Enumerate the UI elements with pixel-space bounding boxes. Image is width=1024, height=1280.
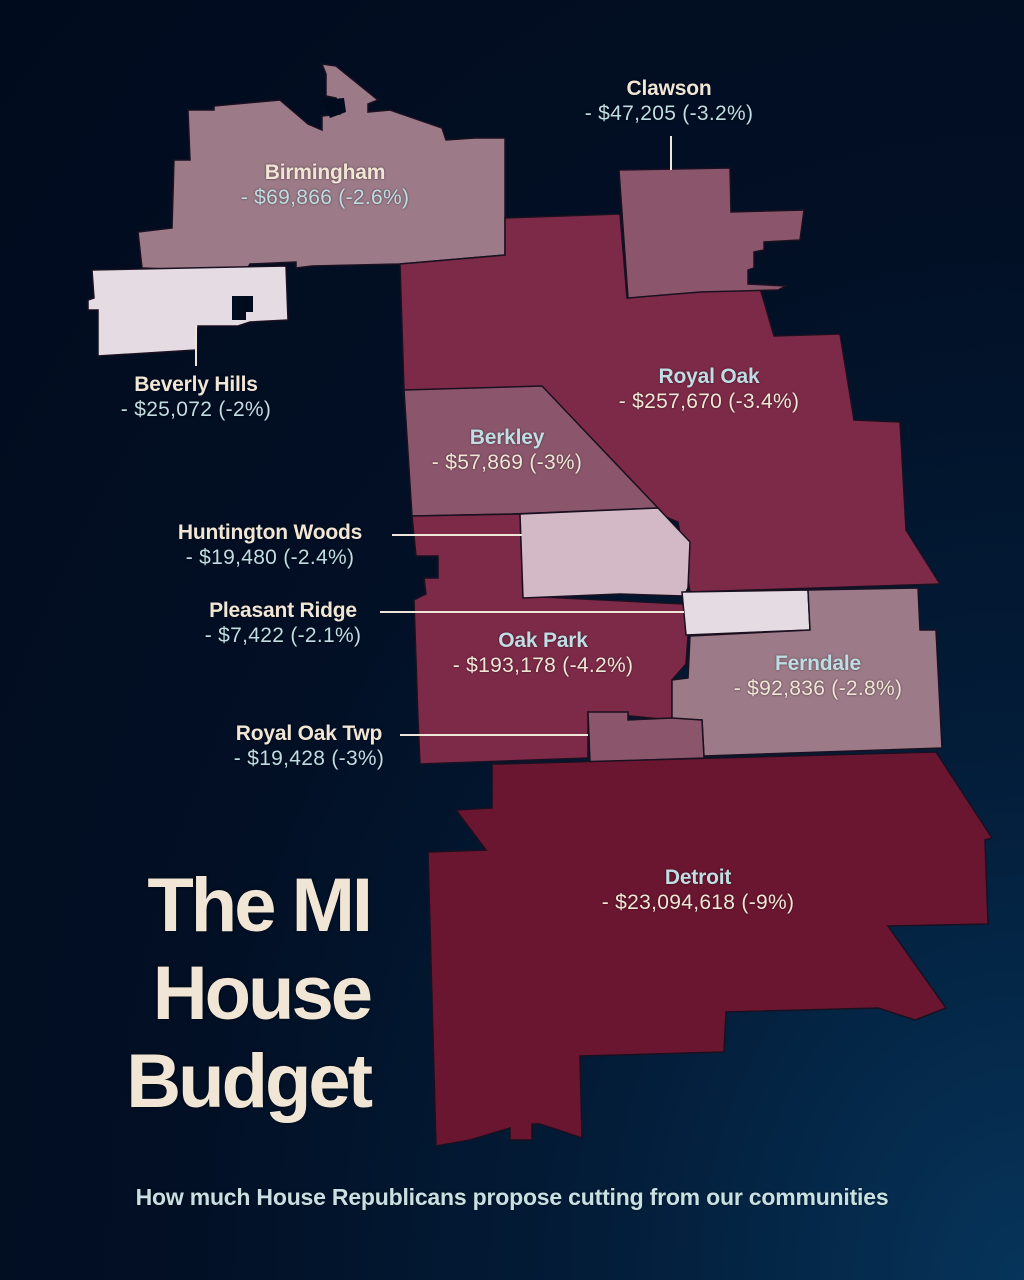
region-cut: - $257,670 (-3.4%) — [618, 390, 800, 414]
label-ferndale: Ferndale - $92,836 (-2.8%) — [734, 651, 903, 701]
label-pleasant-ridge: Pleasant Ridge - $7,422 (-2.1%) — [205, 598, 362, 648]
region-beverly-hills[interactable] — [87, 265, 289, 357]
region-name: Berkley — [469, 426, 545, 449]
beverly-hills-cutout — [232, 296, 253, 320]
region-name: Royal Oak Twp — [235, 722, 383, 745]
region-name: Clawson — [626, 77, 712, 100]
region-name: Royal Oak — [658, 365, 760, 388]
label-oak-park: Oak Park - $193,178 (-4.2%) — [453, 628, 634, 678]
region-name: Pleasant Ridge — [209, 599, 357, 622]
title-line-2: House — [152, 951, 373, 1036]
region-name: Beverly Hills — [134, 373, 258, 396]
label-detroit: Detroit - $23,094,618 (-9%) — [602, 865, 794, 915]
region-pleasant-ridge[interactable] — [681, 589, 811, 636]
region-name: Ferndale — [775, 652, 861, 675]
region-huntington-woods[interactable] — [519, 507, 691, 599]
region-detroit[interactable] — [427, 751, 994, 1147]
page-title: The MI House Budget — [80, 862, 373, 1126]
subtitle: How much House Republicans propose cutti… — [135, 1184, 889, 1210]
region-cut: - $23,094,618 (-9%) — [601, 891, 795, 915]
region-cut: - $69,866 (-2.6%) — [240, 186, 410, 210]
region-cut: - $57,869 (-3%) — [431, 451, 583, 475]
region-cut: - $7,422 (-2.1%) — [204, 624, 362, 648]
region-cut: - $25,072 (-2%) — [120, 398, 272, 422]
region-name: Birmingham — [264, 161, 386, 184]
label-clawson: Clawson - $47,205 (-3.2%) — [585, 76, 754, 126]
region-cut: - $193,178 (-4.2%) — [452, 654, 634, 678]
label-royal-oak: Royal Oak - $257,670 (-3.4%) — [619, 364, 800, 414]
region-clawson[interactable] — [618, 167, 805, 299]
label-berkley: Berkley - $57,869 (-3%) — [432, 425, 582, 475]
region-cut: - $92,836 (-2.8%) — [733, 677, 903, 701]
birmingham-cutout — [322, 98, 346, 118]
title-line-1: The MI — [147, 863, 373, 948]
region-name: Detroit — [664, 866, 732, 889]
region-name: Oak Park — [498, 629, 588, 652]
label-royal-oak-twp: Royal Oak Twp - $19,428 (-3%) — [234, 721, 384, 771]
region-cut: - $47,205 (-3.2%) — [584, 102, 754, 126]
region-royal-oak-twp[interactable] — [587, 711, 705, 763]
region-name: Huntington Woods — [177, 521, 363, 544]
title-line-3: Budget — [126, 1039, 373, 1124]
label-birmingham: Birmingham - $69,866 (-2.6%) — [241, 160, 410, 210]
region-cut: - $19,480 (-2.4%) — [185, 546, 355, 570]
label-huntington-woods: Huntington Woods - $19,480 (-2.4%) — [178, 520, 362, 570]
label-beverly-hills: Beverly Hills - $25,072 (-2%) — [121, 372, 271, 422]
region-cut: - $19,428 (-3%) — [233, 747, 385, 771]
